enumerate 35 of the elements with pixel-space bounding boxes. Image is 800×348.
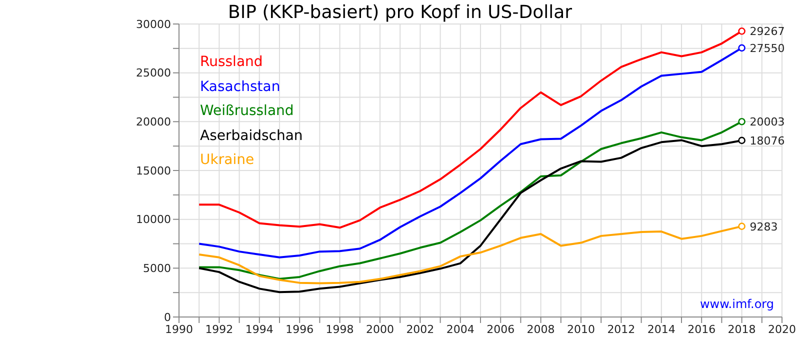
- data-label: 18076: [750, 134, 785, 148]
- x-tick-label: 2010: [567, 322, 595, 336]
- chart-title: BIP (KKP-basiert) pro Kopf in US-Dollar: [228, 2, 572, 23]
- data-label: 29267: [750, 25, 785, 38]
- y-tick-label: 25000: [136, 66, 171, 80]
- x-tick-label: 1990: [165, 322, 193, 336]
- data-label: 20003: [750, 116, 785, 129]
- x-tick-label: 2006: [486, 322, 515, 336]
- text: Aserbaidschan: [200, 126, 304, 146]
- y-tick-label: 0: [164, 310, 171, 324]
- annotation: www.imf.org: [700, 297, 774, 311]
- x-tick-label: 2002: [406, 322, 434, 336]
- x-tick-label: 1998: [326, 322, 354, 336]
- x-tick-label: 1994: [245, 322, 274, 336]
- data-label: 9283: [750, 220, 778, 234]
- x-tick-label: 1992: [205, 322, 234, 336]
- x-tick-label: 2000: [366, 322, 394, 336]
- y-tick-label: 10000: [136, 213, 171, 226]
- data-label: 27550: [750, 42, 785, 55]
- x-tick-label: 2012: [607, 322, 636, 336]
- x-tick-label: 2018: [728, 322, 756, 336]
- y-tick-label: 5000: [143, 262, 171, 276]
- y-tick-label: 15000: [136, 164, 171, 178]
- x-tick-label: 1996: [286, 322, 314, 336]
- x-tick-label: 2008: [526, 322, 555, 336]
- text: Weißrussland: [200, 102, 295, 121]
- x-tick-label: 2014: [647, 322, 676, 336]
- y-tick-label: 30000: [136, 18, 171, 31]
- x-tick-label: 2004: [446, 322, 474, 336]
- text: Ukraine: [200, 151, 256, 170]
- text: Russland: [200, 53, 264, 72]
- y-tick-label: 20000: [136, 116, 171, 129]
- x-tick-label: 2020: [768, 322, 796, 336]
- x-tick-label: 2016: [688, 322, 716, 336]
- text: Kasachstan: [200, 78, 282, 96]
